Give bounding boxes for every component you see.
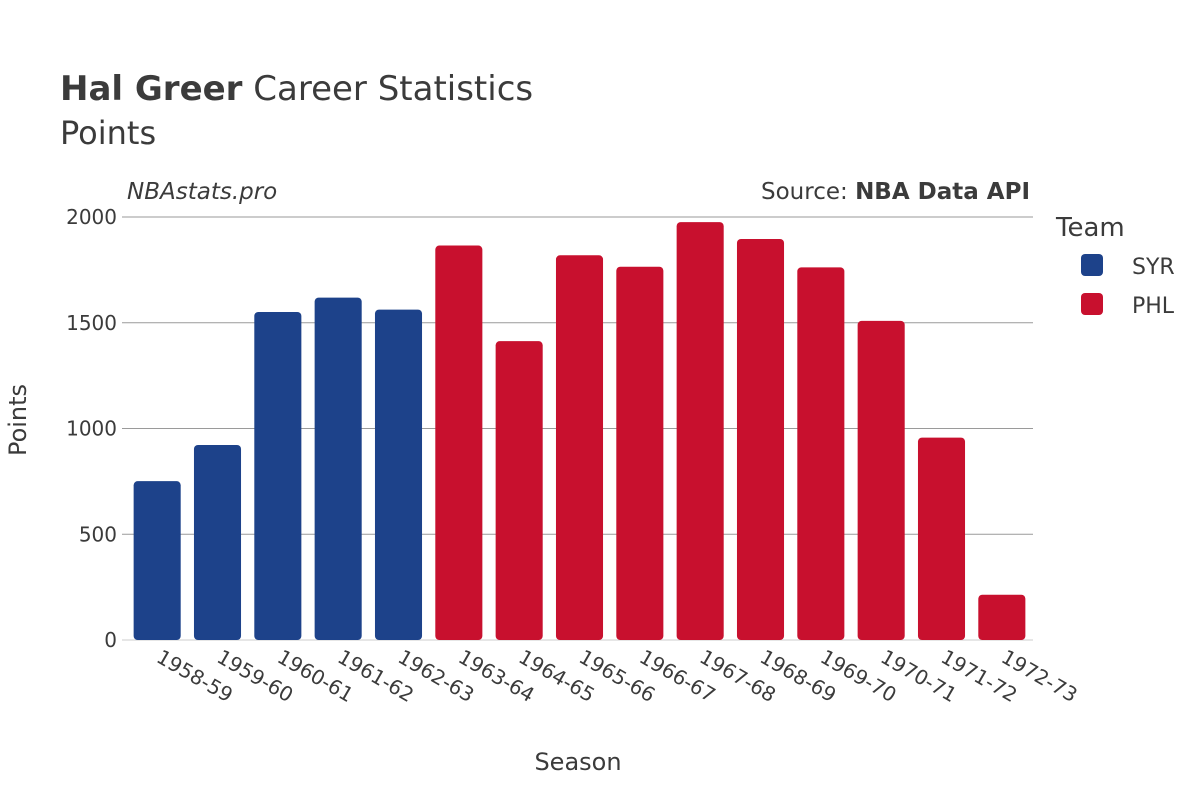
legend-title: Team [1055,213,1125,243]
bar-1964-65 [495,341,543,640]
chart-title: Hal Greer Career Statistics [60,69,533,109]
chart-title-rest: Career Statistics [242,69,533,109]
bar-1972-73 [978,594,1026,640]
legend-swatch-phl [1081,293,1103,315]
legend: Team SYR PHL [1055,213,1175,319]
watermark: NBAstats.pro [127,179,277,205]
y-tick-label-1500: 1500 [66,311,117,335]
bar-1970-71 [857,320,905,640]
bar-1968-69 [736,238,785,640]
bar-1971-72 [917,437,966,640]
legend-swatch-syr [1081,254,1103,276]
bar-1958-59 [133,481,181,640]
bar-1965-66 [555,255,604,640]
y-tick-label-1000: 1000 [66,417,117,441]
y-tick-label-500: 500 [79,522,117,546]
bar-1961-62 [314,297,362,640]
bars [133,222,1026,641]
y-tick-label-0: 0 [104,628,117,652]
source-label: Source: NBA Data API [761,179,1030,205]
y-axis-ticks: 0 500 1000 1500 2000 [66,205,117,652]
chart-subtitle: Points [60,114,156,152]
source-name: NBA Data API [855,179,1030,205]
x-axis-ticks: 1958-591959-601960-611961-621962-631963-… [153,645,1082,708]
source-prefix: Source: [761,179,855,205]
bar-1966-67 [616,266,664,640]
bar-1963-64 [435,245,483,641]
bar-1967-68 [676,222,724,641]
chart-title-bold: Hal Greer [60,69,243,109]
x-axis-title: Season [534,748,621,776]
bar-1969-70 [797,267,845,640]
y-axis-title: Points [4,384,32,456]
y-tick-label-2000: 2000 [66,205,117,229]
bar-1960-61 [254,311,302,640]
bar-1959-60 [193,444,242,640]
legend-label-syr: SYR [1132,255,1175,280]
bar-1962-63 [374,309,423,640]
legend-label-phl: PHL [1132,294,1175,319]
